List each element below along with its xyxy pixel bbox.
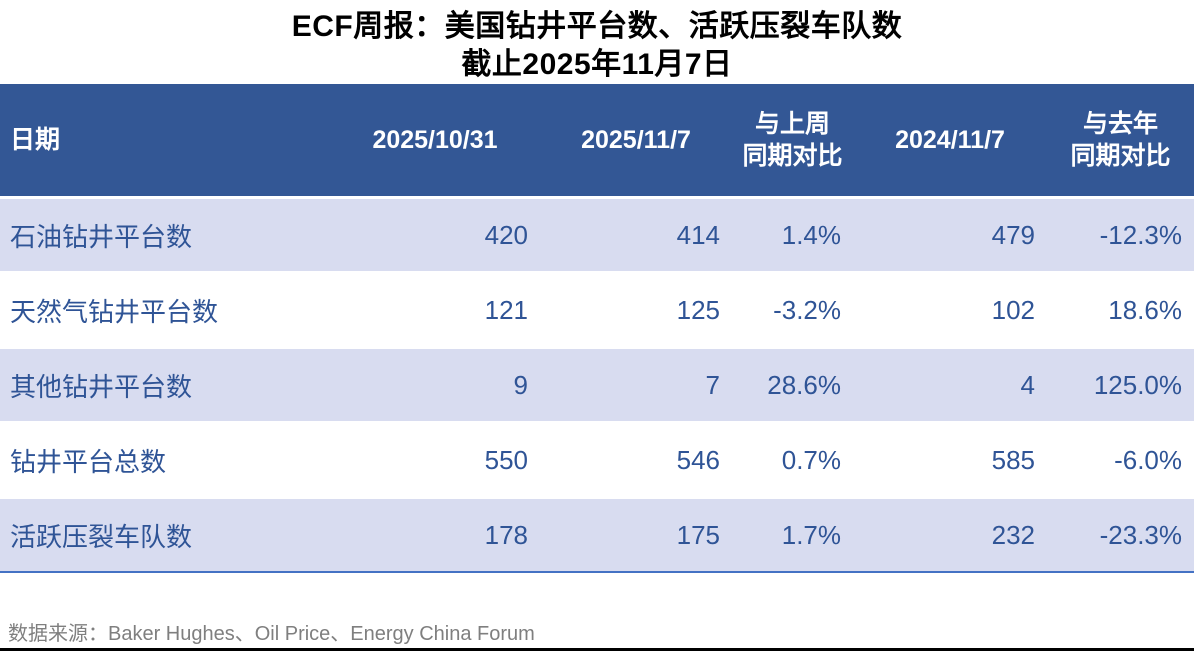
cell-wow-change: 28.6% <box>732 346 853 423</box>
row-label: 其他钻井平台数 <box>0 346 330 423</box>
cell-this-week: 414 <box>540 196 732 273</box>
col-header-last-year: 2024/11/7 <box>853 84 1047 198</box>
cell-this-week: 546 <box>540 421 732 498</box>
col-header-wow-line2: 同期对比 <box>742 142 843 170</box>
data-source-note: 数据来源：Baker Hughes、Oil Price、Energy China… <box>8 623 535 645</box>
report-title-line2: 截止2025年11月7日 <box>461 48 733 81</box>
table-row-total-rigs: 钻井平台总数 550 546 0.7% 585 -6.0% <box>0 421 1194 498</box>
col-header-yoy-line2: 同期对比 <box>1070 142 1171 170</box>
col-header-wow-change: 与上周 同期对比 <box>732 84 853 198</box>
cell-last-year: 102 <box>853 271 1047 348</box>
row-label: 石油钻井平台数 <box>0 196 330 273</box>
cell-wow-change: 1.4% <box>732 196 853 273</box>
cell-this-week: 7 <box>540 346 732 423</box>
cell-prev-week: 178 <box>330 496 540 571</box>
cell-yoy-change: -6.0% <box>1047 421 1194 498</box>
table-row-frac-fleets: 活跃压裂车队数 178 175 1.7% 232 -23.3% <box>0 496 1194 571</box>
cell-prev-week: 550 <box>330 421 540 498</box>
report-title: ECF周报：美国钻井平台数、活跃压裂车队数 截止2025年11月7日 <box>0 0 1194 84</box>
col-header-date: 日期 <box>0 84 330 198</box>
report-title-line1: ECF周报：美国钻井平台数、活跃压裂车队数 <box>291 10 903 43</box>
cell-prev-week: 9 <box>330 346 540 423</box>
table-row-other-rigs: 其他钻井平台数 9 7 28.6% 4 125.0% <box>0 346 1194 423</box>
cell-last-year: 585 <box>853 421 1047 498</box>
cell-this-week: 175 <box>540 496 732 571</box>
cell-yoy-change: 125.0% <box>1047 346 1194 423</box>
cell-wow-change: -3.2% <box>732 271 853 348</box>
cell-wow-change: 0.7% <box>732 421 853 498</box>
rig-count-table: 日期 2025/10/31 2025/11/7 与上周 同期对比 2024/11… <box>0 84 1194 571</box>
cell-this-week: 125 <box>540 271 732 348</box>
col-header-this-week: 2025/11/7 <box>540 84 732 198</box>
cell-last-year: 232 <box>853 496 1047 571</box>
cell-yoy-change: 18.6% <box>1047 271 1194 348</box>
row-label: 天然气钻井平台数 <box>0 271 330 348</box>
col-header-wow-line1: 与上周 <box>754 110 830 138</box>
cell-last-year: 479 <box>853 196 1047 273</box>
col-header-yoy-line1: 与去年 <box>1082 110 1158 138</box>
table-header-row: 日期 2025/10/31 2025/11/7 与上周 同期对比 2024/11… <box>0 84 1194 198</box>
cell-prev-week: 420 <box>330 196 540 273</box>
cell-wow-change: 1.7% <box>732 496 853 571</box>
cell-yoy-change: -12.3% <box>1047 196 1194 273</box>
cell-prev-week: 121 <box>330 271 540 348</box>
cell-last-year: 4 <box>853 346 1047 423</box>
col-header-yoy-change: 与去年 同期对比 <box>1047 84 1194 198</box>
table-row-oil-rigs: 石油钻井平台数 420 414 1.4% 479 -12.3% <box>0 196 1194 273</box>
row-label: 活跃压裂车队数 <box>0 496 330 571</box>
col-header-prev-week: 2025/10/31 <box>330 84 540 198</box>
cell-yoy-change: -23.3% <box>1047 496 1194 571</box>
page-bottom-divider <box>0 648 1194 651</box>
table-bottom-rule <box>0 571 1194 573</box>
row-label: 钻井平台总数 <box>0 421 330 498</box>
table-row-gas-rigs: 天然气钻井平台数 121 125 -3.2% 102 18.6% <box>0 271 1194 348</box>
